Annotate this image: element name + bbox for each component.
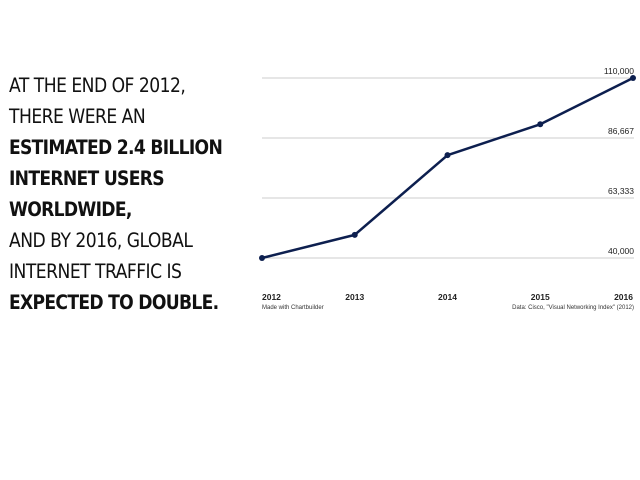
y-tick-label: 63,333 bbox=[608, 186, 634, 196]
data-point bbox=[351, 231, 358, 238]
x-tick-label: 2014 bbox=[438, 292, 457, 302]
headline-line: AT THE END OF 2012, bbox=[9, 74, 186, 97]
headline-line: INTERNET USERS bbox=[9, 167, 165, 190]
headline-line: INTERNET TRAFFIC IS bbox=[9, 260, 182, 283]
headline-line: WORLDWIDE, bbox=[9, 198, 132, 221]
data-point bbox=[259, 255, 265, 261]
traffic-line-chart: 40,000 63,333 86,667 110,000 2012 2013 2014 20… bbox=[259, 66, 636, 311]
data-point bbox=[444, 152, 451, 159]
data-point bbox=[630, 75, 636, 81]
headline-line: ESTIMATED 2.4 BILLION bbox=[9, 136, 223, 159]
y-tick-label: 86,667 bbox=[608, 126, 634, 136]
headline-line: EXPECTED TO DOUBLE. bbox=[9, 291, 219, 314]
credit-note: Made with Chartbuilder bbox=[262, 305, 324, 311]
source-note: Data: Cisco, "Visual Networking Index" (… bbox=[512, 305, 634, 311]
x-tick-label: 2013 bbox=[345, 292, 364, 302]
series-line bbox=[261, 76, 634, 260]
data-point bbox=[537, 121, 544, 128]
y-tick-label: 110,000 bbox=[604, 66, 634, 76]
y-tick-label: 40,000 bbox=[608, 246, 634, 256]
headline-line: THERE WERE AN bbox=[9, 105, 146, 128]
x-tick-label: 2012 bbox=[262, 292, 281, 302]
headline-text: AT THE END OF 2012, THERE WERE AN ESTIMATE… bbox=[9, 70, 259, 318]
x-tick-label: 2016 bbox=[614, 292, 633, 302]
headline-line: AND BY 2016, GLOBAL bbox=[9, 229, 193, 252]
x-tick-label: 2015 bbox=[531, 292, 550, 302]
